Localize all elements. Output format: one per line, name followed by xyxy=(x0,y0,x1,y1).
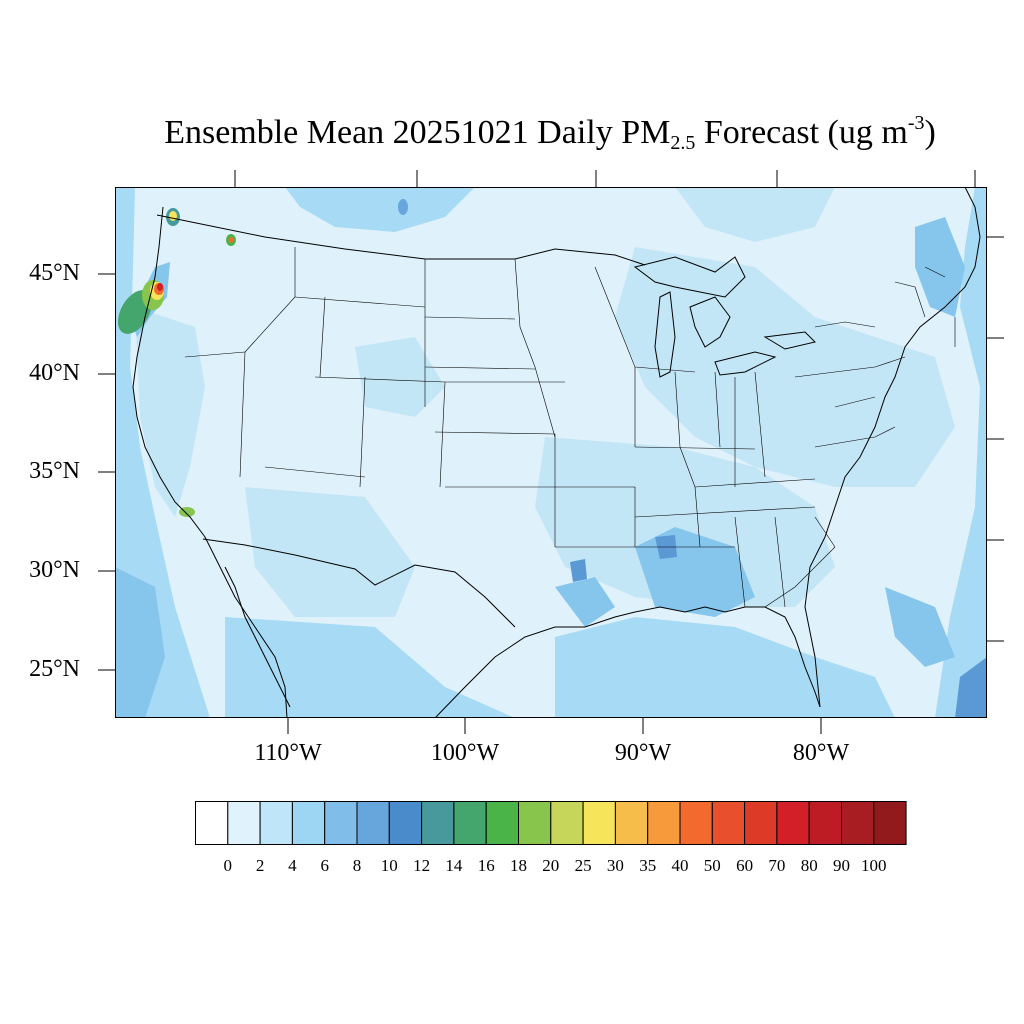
colorbar-swatch xyxy=(324,801,358,845)
colorbar-swatch xyxy=(647,801,681,845)
pm25-hotspot-region xyxy=(570,559,587,582)
colorbar-label: 20 xyxy=(542,856,560,875)
colorbar-swatch xyxy=(841,801,875,845)
longitude-label-100w: 100°W xyxy=(430,740,500,766)
longitude-label-80w: 80°W xyxy=(792,740,850,766)
pm25-low-region xyxy=(535,437,835,607)
latitude-label-30n: 30°N xyxy=(29,557,80,583)
colorbar-swatch xyxy=(453,801,487,845)
colorbar-swatch xyxy=(679,801,713,845)
latitude-label-45n: 45°N xyxy=(29,260,80,286)
pm25-higher-region xyxy=(115,567,165,718)
colorbar-swatch xyxy=(195,801,229,845)
colorbar-label: 2 xyxy=(255,856,265,875)
colorbar-label: 60 xyxy=(736,856,754,875)
colorbar-label: 10 xyxy=(380,856,398,875)
colorbar-swatch xyxy=(744,801,778,845)
pm25-low-region xyxy=(135,307,205,517)
colorbar-label: 50 xyxy=(703,856,721,875)
pm25-hotspot-region xyxy=(955,657,987,718)
colorbar-swatch xyxy=(550,801,584,845)
colorbar-label: 30 xyxy=(606,856,624,875)
latitude-label-25n: 25°N xyxy=(29,656,80,682)
colorbar-label: 25 xyxy=(574,856,592,875)
colorbar-label: 35 xyxy=(639,856,657,875)
pm25-moderate-region xyxy=(225,617,515,718)
colorbar-label: 18 xyxy=(510,856,527,875)
colorbar-label: 16 xyxy=(477,856,495,875)
colorbar-label: 100 xyxy=(861,856,887,875)
colorbar-swatch xyxy=(711,801,746,845)
colorbar-swatch xyxy=(582,801,616,845)
pm25-low-region xyxy=(675,187,835,242)
longitude-label-90w: 90°W xyxy=(614,740,672,766)
colorbar-label: 12 xyxy=(413,856,431,875)
pm25-low-region xyxy=(615,247,955,487)
colorbar-swatch xyxy=(421,801,455,845)
colorbar-swatch xyxy=(227,801,261,845)
colorbar xyxy=(195,801,907,845)
pm25-higher-region xyxy=(555,577,615,627)
colorbar-label: 90 xyxy=(833,856,850,875)
colorbar-swatch xyxy=(388,801,423,845)
colorbar-swatch xyxy=(873,801,907,845)
colorbar-label: 8 xyxy=(352,856,362,875)
longitude-label-110w: 110°W xyxy=(254,740,322,766)
pm25-low-region xyxy=(355,337,445,417)
colorbar-label: 6 xyxy=(320,856,329,875)
map-title: Ensemble Mean 20251021 Daily PM2.5 Forec… xyxy=(164,112,936,154)
colorbar-swatch xyxy=(259,801,293,845)
colorbar-swatch xyxy=(485,801,520,845)
colorbar-label: 14 xyxy=(445,856,463,875)
pm25-higher-region xyxy=(915,217,965,317)
pm25-moderate-region xyxy=(285,187,475,232)
colorbar-label: 80 xyxy=(800,856,818,875)
pm25-low-region xyxy=(245,487,415,617)
colorbar-label: 4 xyxy=(288,856,297,875)
colorbar-swatch xyxy=(356,801,390,845)
pm25-higher-region xyxy=(885,587,955,667)
colorbar-label: 40 xyxy=(671,856,689,875)
colorbar-label: 70 xyxy=(768,856,786,875)
colorbar-label: 0 xyxy=(223,856,233,875)
colorbar-swatch xyxy=(614,801,649,845)
colorbar-swatch xyxy=(518,801,552,845)
pm25-moderate-region xyxy=(555,617,895,718)
latitude-label-40n: 40°N xyxy=(29,360,80,386)
latitude-label-35n: 35°N xyxy=(29,458,80,484)
pm25-moderate-region xyxy=(935,187,987,718)
colorbar-swatch xyxy=(291,801,326,845)
pm25-forecast-map xyxy=(115,187,987,718)
colorbar-swatch xyxy=(776,801,810,845)
colorbar-swatch xyxy=(808,801,843,845)
